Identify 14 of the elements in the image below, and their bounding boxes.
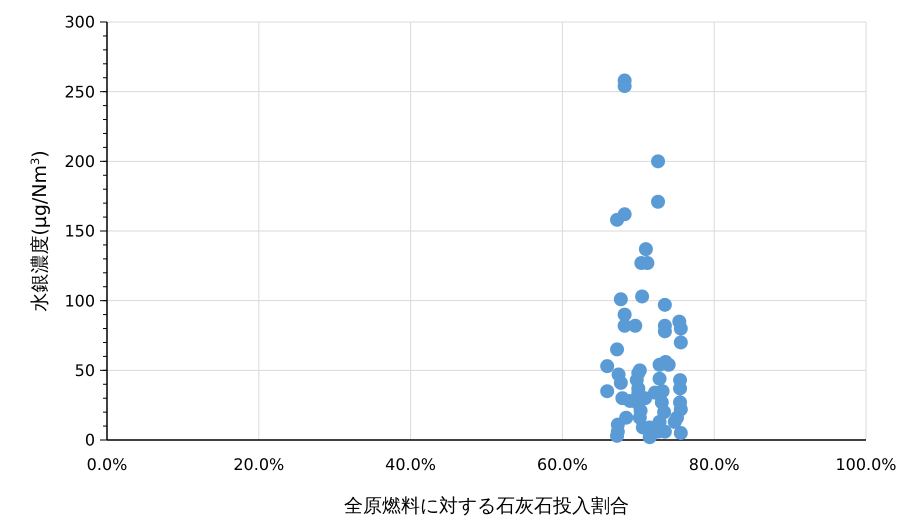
y-tick-label: 300 — [64, 12, 95, 32]
x-axis-title: 全原燃料に対する石灰石投入割合 — [344, 495, 629, 517]
x-tick-label: 20.0% — [233, 455, 284, 474]
y-tick-label: 250 — [64, 82, 95, 102]
x-tick-label: 60.0% — [536, 455, 588, 474]
y-tick-label: 200 — [64, 152, 95, 171]
x-tick-label: 80.0% — [688, 455, 740, 474]
y-tick-label: 100 — [64, 291, 95, 310]
x-tick-label: 0.0% — [86, 455, 128, 474]
y-tick-label: 0 — [84, 430, 95, 450]
x-tick-label: 100.0% — [835, 455, 897, 474]
y-tick-label: 150 — [64, 222, 95, 241]
x-tick-label: 40.0% — [385, 455, 436, 474]
y-tick-label: 50 — [74, 360, 95, 380]
